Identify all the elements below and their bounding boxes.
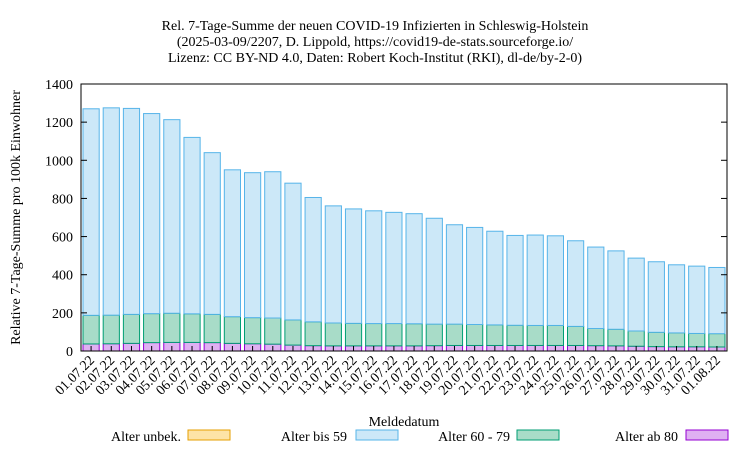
bar-segment-alter-60-79-10 (284, 319, 302, 346)
legend-swatch-alter-bis-59 (355, 429, 399, 441)
bar-segment-alter-bis-59-5 (183, 136, 201, 315)
bar-segment-alter-bis-59-30 (688, 265, 706, 334)
bar-segment-alter-60-79-29 (667, 332, 686, 348)
bar-segment-alter-60-79-13 (344, 322, 363, 347)
bar-segment-alter-bis-59-27 (627, 257, 645, 332)
bar-segment-alter-60-79-20 (486, 324, 504, 346)
bar-segment-alter-bis-59-1 (102, 107, 120, 316)
bar-segment-alter-60-79-3 (143, 313, 161, 344)
bar-segment-alter-60-79-31 (708, 333, 726, 348)
bar-segment-alter-bis-59-15 (385, 211, 403, 325)
bar-segment-alter-bis-59-21 (506, 234, 524, 326)
bar-segment-alter-bis-59-25 (587, 246, 605, 329)
bar-segment-alter-60-79-19 (466, 323, 484, 346)
bar-segment-alter-60-79-28 (647, 331, 665, 348)
bar-segment-alter-bis-59-13 (344, 208, 363, 324)
x-axis-title: Meldedatum (369, 415, 440, 430)
legend-swatch-alter-60-79 (516, 429, 560, 441)
legend-swatch-alter-ab-80 (685, 429, 729, 441)
bar-segment-alter-60-79-21 (506, 324, 524, 346)
bar-segment-alter-60-79-27 (627, 330, 645, 347)
bar-segment-alter-60-79-16 (405, 323, 423, 347)
y-tick-label-400: 400 (52, 269, 73, 284)
bar-segment-alter-bis-59-28 (647, 261, 665, 333)
bar-segment-alter-bis-59-6 (203, 152, 221, 315)
bar-segment-alter-bis-59-23 (546, 235, 564, 326)
bar-segment-alter-60-79-25 (587, 328, 605, 347)
legend-swatch-alter-unbek- (187, 429, 231, 441)
bar-segment-alter-60-79-7 (223, 316, 241, 344)
bar-segment-alter-bis-59-18 (445, 224, 464, 325)
bar-segment-alter-bis-59-26 (607, 250, 625, 330)
bar-segment-alter-60-79-18 (445, 323, 464, 346)
bar-segment-alter-60-79-5 (183, 313, 201, 343)
y-tick-label-800: 800 (52, 192, 73, 207)
legend-label-alter-ab-80: Alter ab 80 (615, 430, 678, 445)
plot-frame (80, 83, 728, 352)
bar-segment-alter-60-79-15 (385, 323, 403, 347)
bar-segment-alter-60-79-24 (567, 325, 585, 346)
bar-segment-alter-60-79-8 (244, 317, 262, 345)
bar-segment-alter-60-79-22 (526, 324, 544, 346)
chart-title-line-3: Lizenz: CC BY-ND 4.0, Daten: Robert Koch… (168, 51, 582, 66)
y-tick-label-0: 0 (66, 345, 73, 360)
bar-segment-alter-bis-59-10 (284, 182, 302, 321)
bar-segment-alter-bis-59-20 (486, 230, 504, 326)
bar-segment-alter-60-79-1 (102, 314, 120, 345)
legend-label-alter-bis-59: Alter bis 59 (281, 430, 347, 445)
y-tick-label-1400: 1400 (45, 78, 73, 93)
bar-segment-alter-60-79-26 (607, 328, 625, 347)
bar-segment-alter-bis-59-9 (264, 171, 282, 319)
bar-segment-alter-bis-59-0 (82, 108, 100, 316)
y-tick-label-200: 200 (52, 307, 73, 322)
bar-segment-alter-60-79-11 (304, 321, 322, 347)
bar-segment-alter-60-79-2 (122, 313, 141, 344)
bar-segment-alter-bis-59-22 (526, 234, 544, 326)
bar-segment-alter-bis-59-8 (244, 172, 262, 319)
bar-segment-alter-60-79-9 (264, 317, 282, 345)
bar-segment-alter-bis-59-2 (122, 107, 141, 315)
bar-segment-alter-60-79-30 (688, 332, 706, 348)
y-tick-label-1000: 1000 (45, 154, 73, 169)
bar-segment-alter-bis-59-16 (405, 213, 423, 325)
bar-segment-alter-60-79-0 (82, 314, 100, 345)
chart-title-line-1: Rel. 7-Tage-Summe der neuen COVID-19 Inf… (162, 19, 589, 34)
bar-segment-alter-60-79-4 (163, 312, 181, 343)
y-axis-title: Relative 7-Tage-Summe pro 100k Einwohner (9, 90, 24, 345)
legend-label-alter-60-79: Alter 60 - 79 (438, 430, 510, 445)
bar-segment-alter-60-79-12 (324, 322, 342, 347)
bar-segment-alter-60-79-6 (203, 313, 221, 344)
bar-segment-alter-bis-59-3 (143, 113, 161, 315)
y-tick-label-600: 600 (52, 231, 73, 246)
bar-segment-alter-bis-59-12 (324, 205, 342, 324)
bar-segment-alter-bis-59-24 (567, 240, 585, 327)
y-tick-label-1200: 1200 (45, 116, 73, 131)
bar-segment-alter-60-79-17 (425, 323, 443, 347)
bar-segment-alter-bis-59-31 (708, 266, 726, 335)
bar-segment-alter-bis-59-29 (667, 264, 686, 334)
bar-segment-alter-bis-59-19 (466, 226, 484, 325)
bar-segment-alter-60-79-23 (546, 324, 564, 346)
legend-label-alter-unbek-: Alter unbek. (111, 430, 181, 445)
bar-segment-alter-bis-59-7 (223, 169, 241, 318)
bars-group (82, 107, 726, 352)
bar-segment-alter-bis-59-17 (425, 217, 443, 325)
bar-segment-alter-60-79-14 (365, 323, 383, 347)
bar-segment-alter-bis-59-4 (163, 119, 181, 314)
chart-title-line-2: (2025-03-09/2207, D. Lippold, https://co… (177, 35, 573, 50)
bar-segment-alter-bis-59-11 (304, 196, 322, 323)
bar-segment-alter-bis-59-14 (365, 210, 383, 325)
